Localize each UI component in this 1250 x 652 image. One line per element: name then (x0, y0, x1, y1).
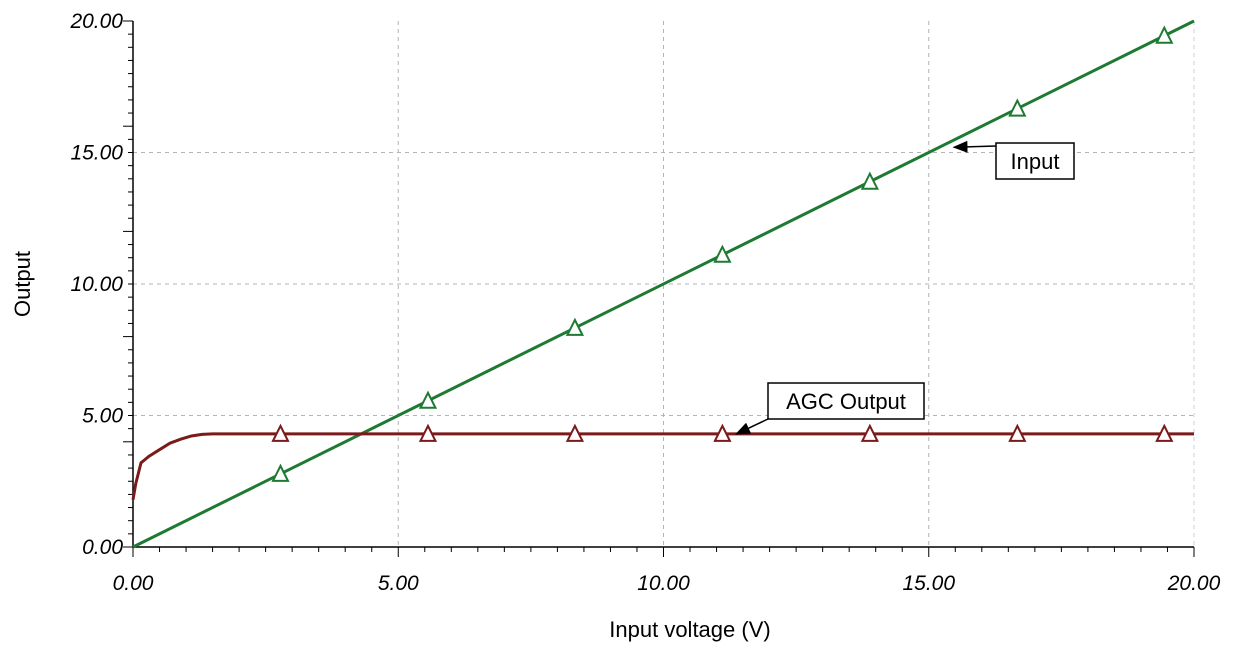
x-tick-label: 20.00 (1167, 572, 1221, 595)
series-marker-1 (1155, 423, 1174, 442)
series-marker-0 (565, 317, 585, 336)
y-tick-label: 20.00 (69, 10, 123, 33)
y-tick-label: 5.00 (82, 405, 123, 428)
axes: 0.00 5.00 10.00 15.00 20.00 0.00 5.00 10.00 15.0… (69, 10, 1220, 595)
series-marker-1 (713, 423, 732, 442)
annotation-label-0: Input (1011, 149, 1060, 174)
annotation-box-0 (995, 142, 1075, 180)
y-tick-label: 10.00 (70, 273, 123, 296)
annotation-arrow-0 (952, 140, 997, 153)
annotation-box-1 (767, 382, 925, 420)
series-line-0 (132, 19, 1195, 549)
y-axis-title: Output (10, 251, 35, 317)
x-tick-label: 10.00 (637, 572, 690, 595)
series-marker-1 (271, 423, 290, 442)
series-line-1 (131, 432, 1194, 500)
series-marker-0 (1155, 25, 1174, 44)
series-marker-0 (271, 463, 290, 482)
x-axis-title: Input voltage (V) (609, 617, 770, 642)
series-marker-1 (418, 423, 438, 442)
series-marker-0 (713, 244, 732, 263)
x-tick-label: 15.00 (902, 572, 955, 595)
series-marker-1 (565, 423, 585, 442)
x-tick-label: 0.00 (113, 572, 154, 595)
annotations: Input AGC Output (735, 140, 1075, 435)
series-marker-0 (1008, 98, 1027, 117)
series-layer (131, 19, 1195, 549)
y-tick-label: 15.00 (70, 142, 123, 165)
y-tick-label: 0.00 (82, 536, 123, 559)
series-marker-1 (860, 423, 879, 442)
series-marker-0 (418, 390, 438, 409)
series-marker-1 (1008, 423, 1027, 442)
annotation-arrow-1 (735, 418, 769, 435)
x-tick-label: 5.00 (378, 572, 419, 595)
series-marker-0 (860, 171, 879, 190)
annotation-label-1: AGC Output (786, 389, 906, 414)
